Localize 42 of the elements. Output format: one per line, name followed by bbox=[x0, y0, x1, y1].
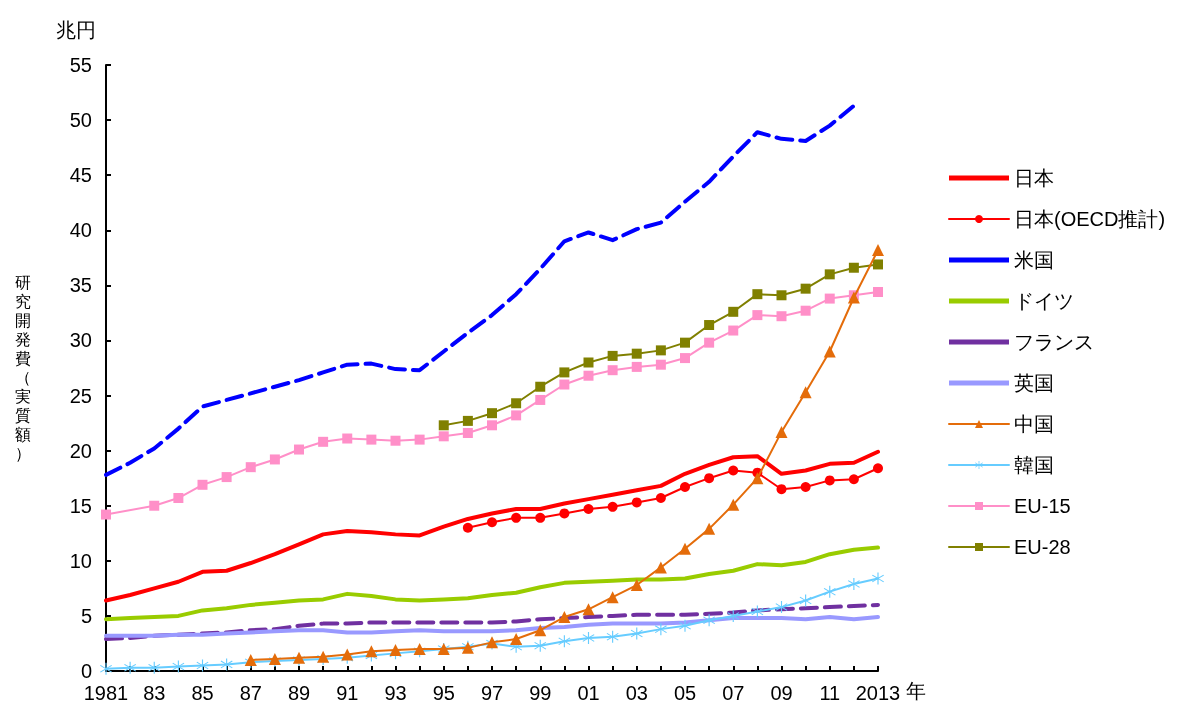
x-tick-label: 85 bbox=[191, 682, 214, 704]
x-tick-label: 11 bbox=[819, 682, 841, 704]
y-tick-label: 20 bbox=[69, 439, 92, 462]
legend-label: 米国 bbox=[1014, 249, 1054, 271]
legend-label: 日本 bbox=[1014, 167, 1054, 189]
legend-label: EU-28 bbox=[1014, 536, 1071, 558]
legend-label: EU-15 bbox=[1014, 495, 1071, 517]
x-axis-title: 年 bbox=[906, 680, 927, 702]
x-tick-label: 87 bbox=[239, 682, 262, 704]
legend-label: 英国 bbox=[1014, 372, 1054, 394]
y-tick-label: 45 bbox=[69, 164, 92, 187]
text: 兆円 bbox=[56, 19, 96, 41]
x-tick-label: 05 bbox=[673, 682, 697, 704]
y-tick-label: 35 bbox=[69, 274, 92, 297]
x-tick-label: 99 bbox=[529, 682, 552, 704]
x-tick-label: 07 bbox=[722, 682, 745, 704]
x-tick-label: 91 bbox=[336, 682, 359, 704]
y-tick-label: 50 bbox=[69, 109, 92, 132]
y-tick-label: 10 bbox=[69, 549, 92, 572]
y-tick-label: 15 bbox=[69, 494, 92, 517]
legend-label: フランス bbox=[1014, 331, 1094, 353]
x-tick-label: 03 bbox=[625, 682, 648, 704]
y-tick-label: 30 bbox=[69, 329, 92, 352]
x-tick-label: 09 bbox=[770, 682, 793, 704]
legend-label: 日本(OECD推計) bbox=[1014, 208, 1166, 230]
x-tick-label: 1981 bbox=[83, 682, 129, 704]
y-tick-label: 0 bbox=[80, 660, 92, 682]
y-tick-label: 55 bbox=[69, 54, 92, 76]
x-tick-label: 95 bbox=[432, 682, 455, 704]
x-tick-label: 2013 bbox=[855, 682, 901, 704]
x-tick-label: 01 bbox=[577, 682, 600, 704]
text: 研究開発費（実質額） bbox=[15, 274, 31, 462]
x-tick-label: 83 bbox=[143, 682, 166, 704]
legend-label: 中国 bbox=[1014, 413, 1054, 435]
y-tick-label: 5 bbox=[80, 604, 92, 627]
x-tick-label: 93 bbox=[384, 682, 407, 704]
legend-label: 韓国 bbox=[1014, 454, 1054, 476]
x-tick-label: 89 bbox=[287, 682, 311, 704]
x-tick-label: 97 bbox=[480, 682, 504, 704]
y-tick-label: 40 bbox=[69, 219, 92, 242]
y-tick-label: 25 bbox=[69, 384, 92, 407]
legend-label: ドイツ bbox=[1014, 290, 1074, 312]
